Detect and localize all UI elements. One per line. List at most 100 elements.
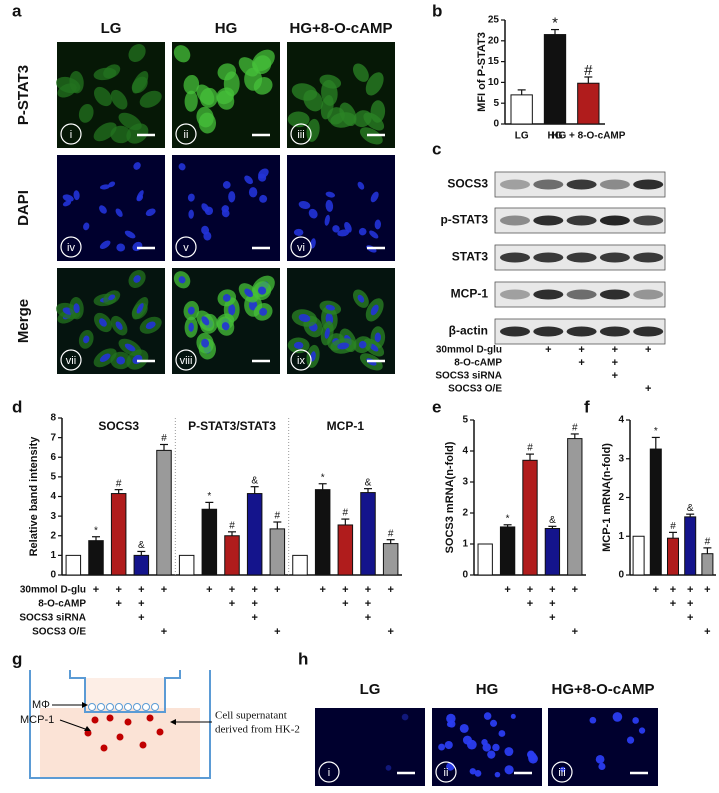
- band: [500, 215, 530, 226]
- macrophage: [133, 703, 141, 711]
- bar: [65, 554, 82, 576]
- bar: [224, 535, 240, 576]
- nucleus: [308, 208, 318, 219]
- condition-mark: +: [572, 584, 578, 596]
- condition-mark: +: [572, 626, 578, 638]
- y-tick-label: 7: [50, 432, 56, 443]
- arrowhead: [82, 702, 88, 708]
- nucleus: [357, 181, 365, 190]
- condition-mark: +: [365, 584, 371, 596]
- nucleus: [99, 353, 111, 363]
- significance-marker: &: [687, 503, 694, 514]
- nucleus: [401, 713, 409, 721]
- cell: [217, 63, 237, 81]
- significance-marker: #: [670, 521, 676, 532]
- significance-marker: *: [552, 15, 558, 32]
- condition-mark: +: [365, 598, 371, 610]
- nucleus: [145, 321, 156, 330]
- nucleus: [492, 743, 500, 752]
- nucleus: [116, 356, 126, 365]
- bar: [567, 438, 583, 576]
- bar: [510, 94, 533, 125]
- y-tick-label: 5: [493, 98, 499, 109]
- condition-mark: +: [319, 584, 325, 596]
- chemokine-dot: [84, 729, 92, 737]
- nucleus: [201, 316, 210, 326]
- cell: [287, 111, 310, 128]
- nucleus: [337, 229, 350, 237]
- medium: [40, 708, 200, 778]
- nucleus: [310, 238, 316, 249]
- numeral: i: [70, 129, 72, 141]
- bar: [477, 543, 493, 576]
- y-tick-label: 25: [488, 15, 500, 26]
- y-tick-label: 4: [50, 491, 56, 502]
- macrophage: [124, 703, 132, 711]
- band-label: β-actin: [449, 324, 488, 338]
- nucleus: [527, 750, 535, 759]
- chemokine-dot: [91, 716, 99, 724]
- nucleus: [374, 219, 381, 230]
- y-tick-label: 4: [462, 446, 468, 457]
- chemokine-dot: [156, 728, 164, 736]
- band: [566, 179, 597, 190]
- numeral-ring: [551, 761, 573, 783]
- bar: [314, 489, 331, 576]
- nucleus: [99, 240, 111, 250]
- nucleus: [73, 303, 80, 314]
- panel-letter: a: [12, 1, 22, 20]
- x-tick-label: HG: [548, 131, 563, 142]
- band-label: STAT3: [452, 250, 489, 264]
- cell: [291, 83, 318, 101]
- y-axis-label: SOCS3 mRNA(n-fold): [444, 441, 456, 553]
- nucleus: [438, 743, 446, 751]
- nucleus: [244, 288, 253, 298]
- numeral: ii: [444, 767, 449, 779]
- band: [533, 215, 564, 226]
- nucleus: [73, 190, 80, 201]
- nucleus: [108, 181, 116, 188]
- y-tick-label: 10: [488, 77, 500, 88]
- nucleus: [188, 322, 194, 332]
- chemokine-dot: [146, 714, 154, 722]
- numeral: vi: [297, 242, 305, 254]
- x-tick-label: LG: [515, 131, 529, 142]
- band: [533, 326, 564, 337]
- band: [566, 215, 597, 226]
- nucleus: [83, 222, 90, 231]
- cell: [184, 90, 198, 112]
- significance-marker: #: [388, 528, 394, 539]
- cell: [320, 95, 334, 120]
- column-header: HG+8-O-cAMP: [552, 681, 655, 698]
- nucleus: [482, 743, 491, 752]
- cell: [196, 84, 215, 106]
- condition-mark: +: [670, 598, 676, 610]
- bar: [684, 516, 697, 576]
- diagram-label: MΦ: [32, 699, 50, 711]
- condition-mark: +: [115, 598, 121, 610]
- nucleus: [498, 730, 506, 737]
- group-title: MCP-1: [327, 419, 365, 433]
- cell: [110, 89, 128, 110]
- nucleus: [293, 228, 304, 236]
- nucleus: [325, 199, 334, 212]
- bar: [577, 82, 600, 125]
- cell: [306, 118, 320, 142]
- y-axis-label: MFI of P-STAT3: [476, 32, 488, 112]
- numeral-ring: [290, 349, 312, 371]
- panel-letter: g: [12, 649, 22, 668]
- y-tick-label: 6: [50, 452, 56, 463]
- nucleus: [310, 351, 316, 362]
- condition-mark: +: [549, 612, 555, 624]
- nucleus: [358, 227, 367, 236]
- band: [599, 326, 630, 337]
- band: [599, 289, 630, 300]
- significance-marker: #: [705, 537, 711, 548]
- nucleus: [298, 313, 311, 323]
- condition-mark: +: [545, 344, 551, 356]
- nucleus: [124, 343, 136, 352]
- column-header: HG: [476, 681, 499, 698]
- condition-mark: +: [251, 584, 257, 596]
- y-tick-label: 1: [462, 539, 468, 550]
- condition-mark: +: [138, 584, 144, 596]
